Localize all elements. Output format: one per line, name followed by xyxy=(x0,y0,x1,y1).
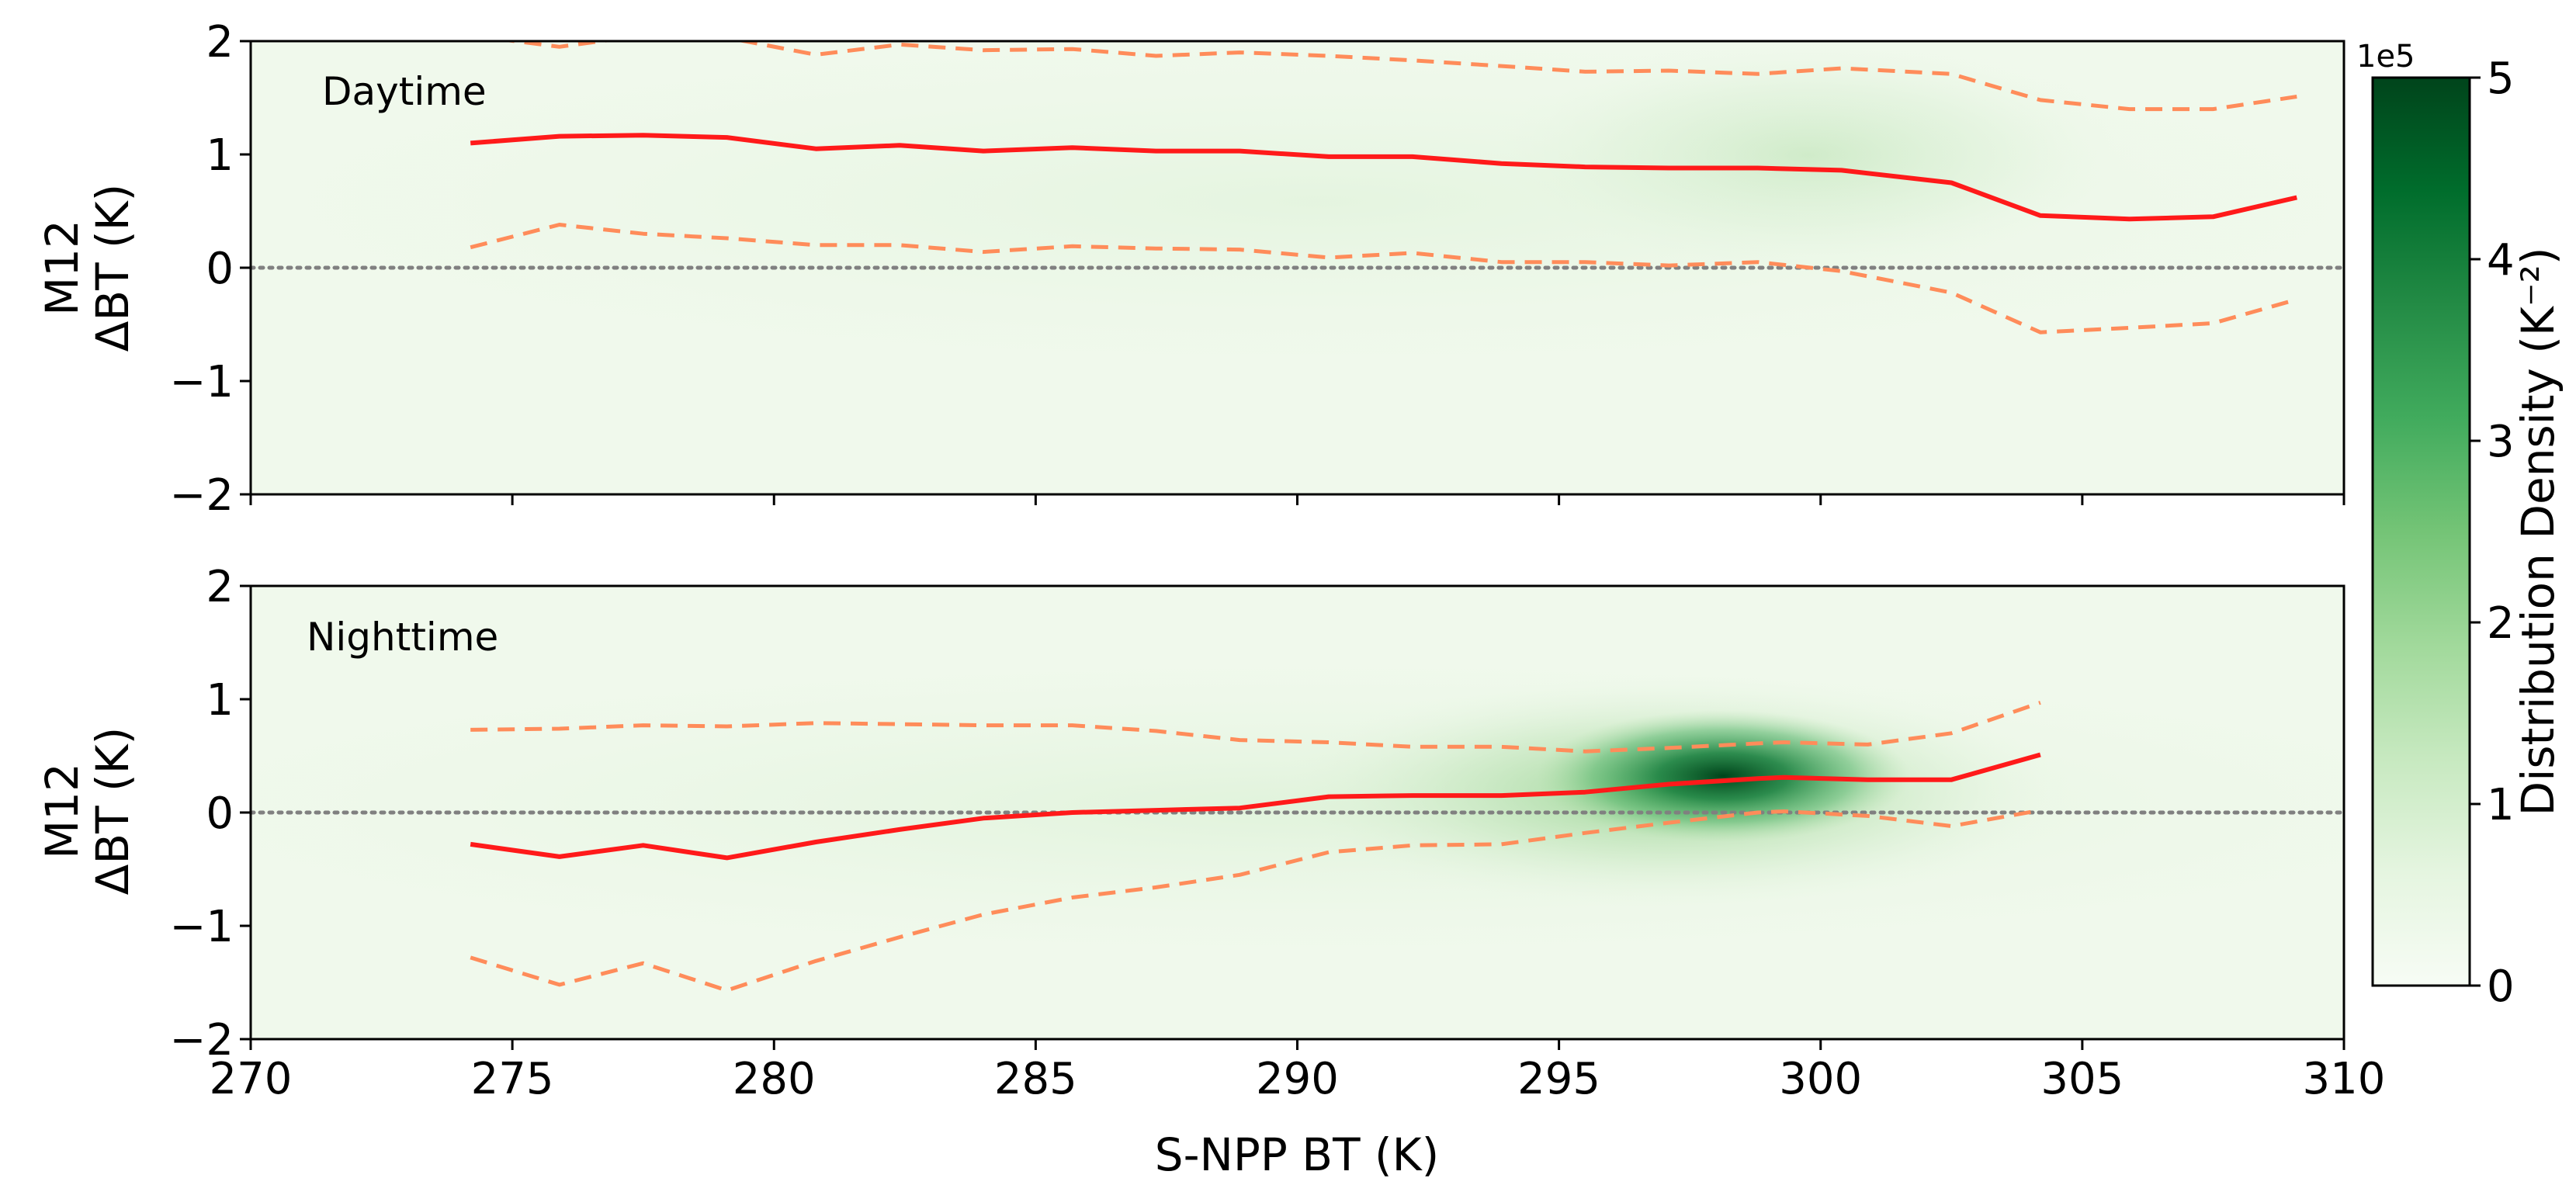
colorbar-tick-label: 0 xyxy=(2487,962,2515,1012)
series-group-nighttime xyxy=(470,701,2041,993)
colorbar-gradient xyxy=(2371,76,2471,987)
upper-bound-line xyxy=(499,41,2297,112)
colorbar-tick-label: 5 xyxy=(2487,54,2515,104)
panel-daytime: −2 −1 0 1 2 Daytime M12 ΔBT (K) xyxy=(36,17,2346,521)
y-tick-label: 1 xyxy=(206,130,234,181)
y-axis-label-daytime: M12 ΔBT (K) xyxy=(36,184,139,352)
median-line xyxy=(470,752,2041,861)
colorbar-ticks: 0 1 2 3 4 5 xyxy=(2470,54,2515,1012)
y-tick-label: −1 xyxy=(169,357,234,407)
y-axis-label-line1: M12 xyxy=(36,220,88,316)
colorbar-tick-label: 1 xyxy=(2487,780,2515,830)
lower-bound-line xyxy=(470,808,2041,993)
y-axis-label-line1: M12 xyxy=(36,763,88,859)
median-line xyxy=(470,133,2297,222)
y-axis-daytime: −2 −1 0 1 2 xyxy=(169,17,251,521)
y-axis-label-line2: ΔBT (K) xyxy=(86,727,139,896)
y-axis-nighttime: −2 −1 0 1 2 xyxy=(169,562,251,1066)
y-axis-label-line2: ΔBT (K) xyxy=(86,184,139,352)
y-tick-label: −1 xyxy=(169,902,234,952)
density-field xyxy=(251,652,2344,962)
colorbar: 0 1 2 3 4 5 1e5 Distribution Density (K⁻²) xyxy=(2356,39,2564,1012)
x-tick-label: 280 xyxy=(733,1054,816,1104)
x-tick-label: 285 xyxy=(994,1054,1077,1104)
colorbar-label: Distribution Density (K⁻²) xyxy=(2512,248,2564,816)
upper-bound-line xyxy=(470,701,2041,754)
x-tick-label: 295 xyxy=(1517,1054,1600,1104)
y-tick-label: 2 xyxy=(206,17,234,68)
x-tick-label: 290 xyxy=(1256,1054,1339,1104)
x-tick-label: 300 xyxy=(1779,1054,1862,1104)
y-axis-label-nighttime: M12 ΔBT (K) xyxy=(36,727,139,896)
colorbar-tick-label: 2 xyxy=(2487,598,2515,649)
density-blob-core xyxy=(1537,710,1909,842)
y-tick-label: −2 xyxy=(169,1015,234,1066)
x-axis-label: S-NPP BT (K) xyxy=(1155,1128,1439,1181)
colorbar-tick-label: 4 xyxy=(2487,235,2515,286)
density-field xyxy=(251,41,2344,380)
y-tick-label: −2 xyxy=(169,470,234,521)
panel-label-nighttime: Nighttime xyxy=(307,615,498,660)
x-tick-label: 275 xyxy=(471,1054,554,1104)
panel-label-daytime: Daytime xyxy=(322,69,487,114)
x-tick-label: 270 xyxy=(210,1054,293,1104)
y-tick-label: 1 xyxy=(206,675,234,726)
colorbar-scale-text: 1e5 xyxy=(2356,39,2415,75)
y-tick-label: 0 xyxy=(206,788,234,839)
y-tick-label: 0 xyxy=(206,244,234,294)
colorbar-tick-label: 3 xyxy=(2487,417,2515,467)
x-ticks-daytime xyxy=(249,494,2345,505)
x-tick-label: 310 xyxy=(2303,1054,2386,1104)
lower-bound-line xyxy=(470,223,2297,334)
x-tick-label: 305 xyxy=(2040,1054,2124,1104)
series-group-daytime xyxy=(470,41,2297,334)
x-axis-nighttime: 270 275 280 285 290 295 300 305 310 xyxy=(210,1039,2386,1104)
density-blob-wide xyxy=(251,41,2344,380)
panel-nighttime: −2 −1 0 1 2 270 275 280 285 290 295 300 305 310 Nigh… xyxy=(36,562,2386,1181)
y-tick-label: 2 xyxy=(206,562,234,612)
